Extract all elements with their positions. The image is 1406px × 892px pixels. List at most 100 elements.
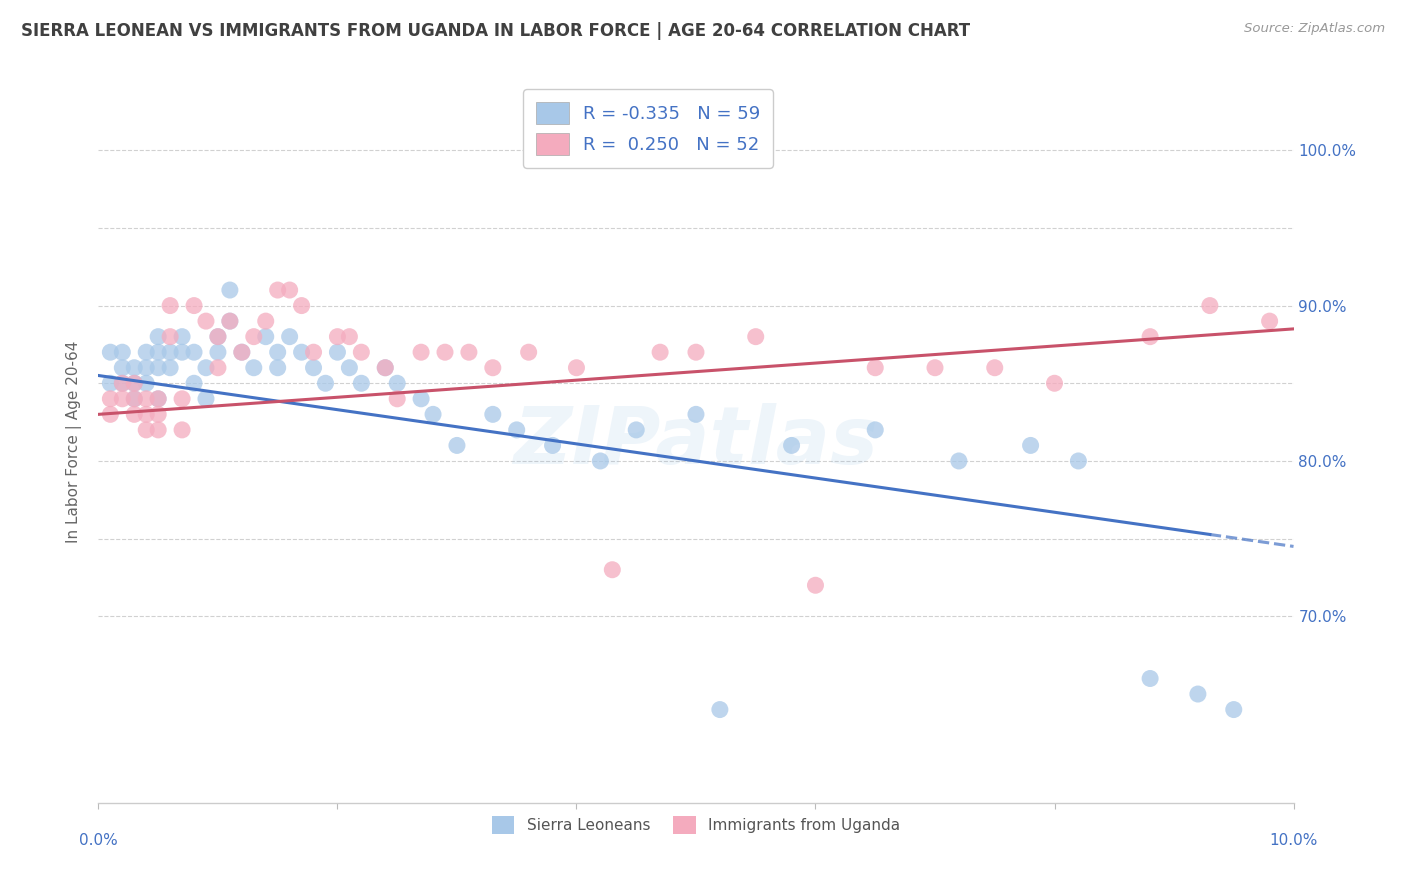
Point [458, 345, 481, 359]
Point [780, 438, 803, 452]
Point [541, 438, 564, 452]
Point [148, 392, 170, 406]
Point [446, 438, 468, 452]
Point [135, 345, 157, 359]
Y-axis label: In Labor Force | Age 20-64: In Labor Force | Age 20-64 [66, 341, 82, 542]
Point [374, 360, 396, 375]
Point [302, 345, 325, 359]
Point [1043, 376, 1066, 391]
Point [111, 345, 134, 359]
Point [517, 345, 540, 359]
Point [219, 314, 242, 328]
Point [350, 345, 373, 359]
Point [745, 329, 768, 343]
Text: SIERRA LEONEAN VS IMMIGRANTS FROM UGANDA IN LABOR FORCE | AGE 20-64 CORRELATION : SIERRA LEONEAN VS IMMIGRANTS FROM UGANDA… [21, 22, 970, 40]
Point [1139, 329, 1161, 343]
Point [685, 408, 707, 422]
Point [291, 299, 314, 313]
Point [1187, 687, 1209, 701]
Point [243, 360, 266, 375]
Point [243, 329, 266, 343]
Point [254, 314, 277, 328]
Point [135, 376, 157, 391]
Point [565, 360, 588, 375]
Text: 0.0%: 0.0% [79, 833, 118, 848]
Point [148, 392, 170, 406]
Point [207, 329, 229, 343]
Point [183, 376, 205, 391]
Point [111, 360, 134, 375]
Point [159, 345, 181, 359]
Point [183, 345, 205, 359]
Point [207, 329, 229, 343]
Point [207, 360, 229, 375]
Point [111, 376, 134, 391]
Point [267, 345, 290, 359]
Point [195, 360, 218, 375]
Point [98, 408, 122, 422]
Point [148, 408, 170, 422]
Point [172, 329, 194, 343]
Point [506, 423, 529, 437]
Point [411, 345, 433, 359]
Point [326, 345, 349, 359]
Point [124, 392, 146, 406]
Point [709, 702, 731, 716]
Point [924, 360, 946, 375]
Point [172, 423, 194, 437]
Point [207, 345, 229, 359]
Point [865, 423, 887, 437]
Point [124, 392, 146, 406]
Point [195, 314, 218, 328]
Legend: Sierra Leoneans, Immigrants from Uganda: Sierra Leoneans, Immigrants from Uganda [484, 808, 908, 842]
Point [219, 314, 242, 328]
Point [350, 376, 373, 391]
Point [231, 345, 253, 359]
Point [231, 345, 253, 359]
Point [411, 392, 433, 406]
Point [984, 360, 1007, 375]
Point [626, 423, 648, 437]
Point [98, 376, 122, 391]
Point [339, 329, 361, 343]
Point [267, 283, 290, 297]
Point [148, 345, 170, 359]
Point [98, 345, 122, 359]
Point [135, 360, 157, 375]
Point [1067, 454, 1090, 468]
Point [124, 360, 146, 375]
Point [124, 376, 146, 391]
Point [172, 345, 194, 359]
Point [315, 376, 337, 391]
Point [804, 578, 827, 592]
Point [278, 283, 301, 297]
Point [148, 329, 170, 343]
Point [159, 329, 181, 343]
Point [482, 360, 505, 375]
Point [434, 345, 457, 359]
Point [135, 392, 157, 406]
Point [267, 360, 290, 375]
Text: 10.0%: 10.0% [1270, 833, 1317, 848]
Point [1019, 438, 1042, 452]
Point [948, 454, 970, 468]
Point [111, 376, 134, 391]
Point [589, 454, 612, 468]
Point [159, 360, 181, 375]
Point [650, 345, 672, 359]
Point [278, 329, 301, 343]
Point [374, 360, 396, 375]
Point [124, 408, 146, 422]
Text: ZIPatlas: ZIPatlas [513, 402, 879, 481]
Point [135, 408, 157, 422]
Point [1258, 314, 1281, 328]
Point [159, 299, 181, 313]
Text: Source: ZipAtlas.com: Source: ZipAtlas.com [1244, 22, 1385, 36]
Point [422, 408, 444, 422]
Point [183, 299, 205, 313]
Point [254, 329, 277, 343]
Point [602, 563, 624, 577]
Point [326, 329, 349, 343]
Point [1139, 672, 1161, 686]
Point [1199, 299, 1222, 313]
